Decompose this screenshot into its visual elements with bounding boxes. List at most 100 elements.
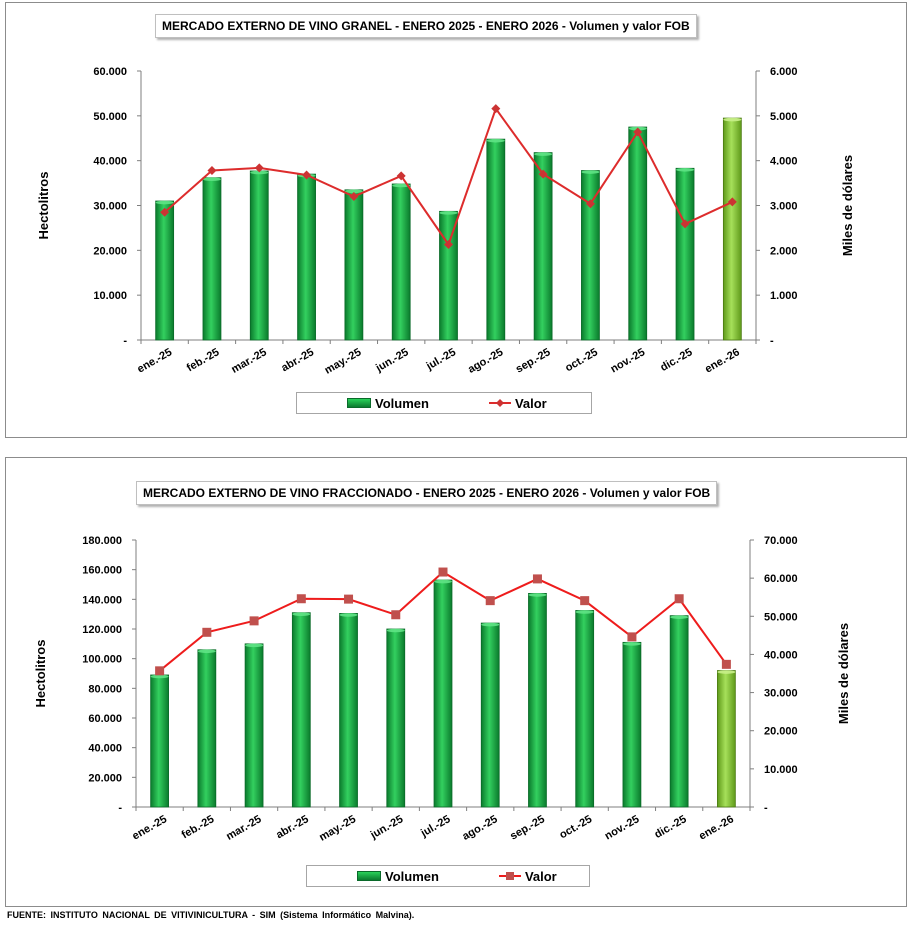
- legend-item-volumen: Volumen: [357, 869, 439, 884]
- chart-title: MERCADO EXTERNO DE VINO GRANEL - ENERO 2…: [155, 14, 697, 38]
- y2-axis-title: Miles de dólares: [840, 155, 855, 256]
- point-valor: [202, 627, 212, 637]
- bar-top-highlight: [250, 170, 269, 175]
- chart-legend: Volumen Valor: [296, 392, 592, 414]
- bar-top-highlight: [150, 674, 169, 679]
- bar-top-highlight: [581, 170, 600, 174]
- x-tick-label: oct.-25: [557, 813, 594, 841]
- y-tick-label: 60.000: [88, 713, 122, 725]
- x-tick-label: jun.-25: [373, 346, 411, 375]
- chart-fraccionado-plot: - 20.000 40.000 60.000 80.000 100.000 120.000 1…: [33, 535, 851, 844]
- y-tick-label: 20.000: [88, 772, 122, 784]
- y-tick-label: 50.000: [93, 111, 127, 123]
- point-valor: [580, 596, 590, 606]
- bar-volumen: [386, 628, 406, 808]
- bar-top-highlight: [534, 152, 553, 156]
- point-valor: [155, 666, 165, 676]
- point-valor: [349, 192, 359, 202]
- y2-tick-label: 60.000: [764, 573, 798, 585]
- x-tick-label: dic.-25: [658, 346, 694, 374]
- bar-volumen: [533, 152, 553, 341]
- y-tick-label: 20.000: [93, 245, 127, 257]
- bar-top-highlight: [292, 612, 311, 616]
- bar-top-highlight: [481, 622, 500, 627]
- legend-swatch-bar: [357, 871, 381, 881]
- bar-top-highlight: [386, 628, 405, 633]
- legend-label-volumen: Volumen: [375, 395, 429, 411]
- y-tick-label: 140.000: [82, 594, 122, 606]
- legend-label-valor: Valor: [524, 868, 557, 884]
- point-valor: [532, 574, 542, 584]
- y-tick-label: 40.000: [88, 743, 122, 755]
- bar-volumen: [202, 177, 222, 341]
- chart-title: MERCADO EXTERNO DE VINO FRACCIONADO - EN…: [136, 481, 718, 505]
- x-tick-label: ene.-25: [135, 346, 174, 375]
- bar-top-highlight: [392, 183, 411, 188]
- bar-top-highlight: [528, 593, 547, 597]
- legend-item-valor: Valor: [488, 396, 547, 411]
- chart-legend: Volumen Valor: [306, 865, 590, 887]
- y2-tick-label: 70.000: [764, 535, 798, 547]
- bar-volumen: [480, 622, 500, 808]
- y2-tick-label: 4.000: [770, 156, 798, 168]
- point-valor: [721, 659, 731, 669]
- x-tick-label: feb.-25: [180, 813, 217, 841]
- bar-top-highlight: [676, 167, 695, 172]
- x-tick-label: mar.-25: [229, 346, 268, 376]
- bar-volumen: [291, 612, 311, 808]
- point-valor: [254, 163, 264, 173]
- bar-top-highlight: [245, 643, 264, 648]
- bar-volumen: [391, 183, 411, 341]
- legend-label-volumen: Volumen: [385, 868, 439, 884]
- y-axis-title: Hectolitros: [36, 172, 51, 240]
- y-tick-label: 30.000: [93, 201, 127, 213]
- x-tick-label: ene.-26: [703, 346, 742, 375]
- chart-panel-granel: - 10.000 20.000 30.000 40.000 50.000 60.000 - 1.…: [5, 2, 907, 438]
- x-tick-label: may.-25: [323, 346, 364, 376]
- point-valor: [391, 610, 401, 620]
- x-tick-label: feb.-25: [185, 346, 222, 374]
- point-valor: [438, 567, 448, 577]
- bar-top-highlight: [155, 200, 174, 205]
- bar-volumen: [575, 610, 595, 808]
- legend-swatch-line: [498, 871, 521, 881]
- y2-tick-label: -: [770, 335, 774, 347]
- x-tick-label: jun.-25: [368, 813, 406, 842]
- bar-volumen: [628, 126, 648, 341]
- bar-volumen: [439, 210, 458, 341]
- x-tick-label: dic.-25: [652, 813, 688, 841]
- bar-top-highlight: [670, 615, 689, 619]
- point-valor: [674, 594, 684, 604]
- legend-swatch-line: [488, 398, 511, 408]
- y-tick-label: 40.000: [93, 156, 127, 168]
- y-tick-label: 60.000: [93, 66, 127, 78]
- y-tick-label: 100.000: [82, 654, 122, 666]
- x-tick-label: abr.-25: [274, 813, 311, 841]
- point-valor: [627, 632, 637, 642]
- bar-volumen: [486, 138, 506, 341]
- point-valor: [207, 166, 217, 176]
- bar-top-highlight: [622, 642, 641, 646]
- bar-volumen: [155, 200, 175, 341]
- y2-tick-label: -: [764, 802, 768, 814]
- y-axis-title: Hectolitros: [33, 640, 48, 708]
- source-note: FUENTE: INSTITUTO NACIONAL DE VITIVINICU…: [7, 910, 415, 920]
- bar-volumen: [249, 170, 269, 341]
- legend-item-volumen: Volumen: [347, 396, 429, 411]
- x-tick-label: ago.-25: [466, 346, 505, 376]
- bar-top-highlight: [486, 138, 505, 143]
- point-valor: [491, 104, 501, 114]
- legend-swatch-bar: [347, 398, 371, 408]
- bar-volumen: [622, 641, 642, 808]
- x-tick-label: sep.-25: [514, 346, 553, 375]
- x-tick-label: nov.-25: [609, 346, 648, 375]
- bar-top-highlight: [723, 117, 742, 122]
- y-tick-label: 10.000: [93, 290, 127, 302]
- bar-volumen: [339, 613, 358, 808]
- y-tick-label: -: [123, 335, 127, 347]
- point-valor: [396, 171, 406, 181]
- bar-top-highlight: [339, 613, 358, 617]
- bar-volumen: [669, 615, 689, 808]
- bar-top-highlight: [202, 177, 221, 182]
- y2-tick-label: 20.000: [764, 726, 798, 738]
